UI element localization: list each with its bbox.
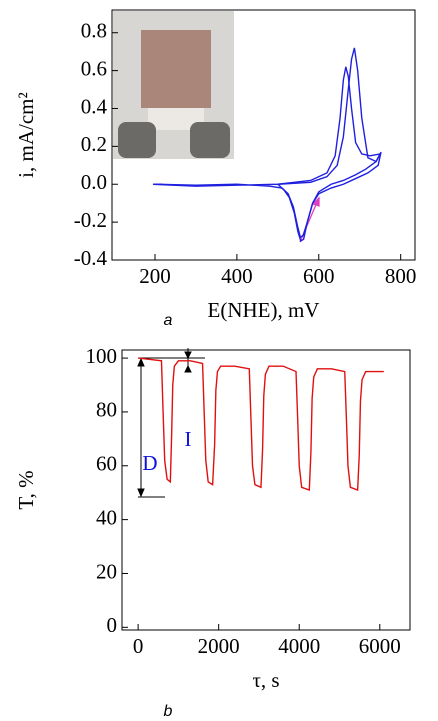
x-tick-label: 4000 xyxy=(278,634,320,658)
x-axis-title: τ, s xyxy=(252,668,279,692)
y-tick-label: 80 xyxy=(96,398,117,422)
caption: a xyxy=(164,312,173,329)
y-tick-label: 0.8 xyxy=(81,19,107,43)
y-tick-label: 0.4 xyxy=(81,94,108,118)
caption: b xyxy=(164,703,173,720)
y-tick-label: 40 xyxy=(96,505,117,529)
y-tick-label: 0 xyxy=(107,613,118,637)
y-tick-label: 0.6 xyxy=(81,56,107,80)
y-tick-label: -0.4 xyxy=(74,246,108,270)
x-tick-label: 0 xyxy=(133,634,144,658)
inset-photo xyxy=(113,11,234,159)
data-line xyxy=(277,66,382,243)
x-tick-label: 6000 xyxy=(359,634,401,658)
plot-frame xyxy=(111,9,416,261)
y-tick-label: 20 xyxy=(96,559,117,583)
plot-frame xyxy=(121,349,411,631)
y-tick-label: 0.2 xyxy=(81,132,107,156)
x-tick-label: 200 xyxy=(139,264,171,288)
data-line xyxy=(138,357,384,491)
annotation: I xyxy=(185,427,192,451)
y-tick-label: 100 xyxy=(86,344,118,368)
y-tick-label: 0.0 xyxy=(81,170,107,194)
x-tick-label: 400 xyxy=(221,264,253,288)
x-axis-title: E(NHE), mV xyxy=(208,298,320,322)
x-tick-label: 2000 xyxy=(198,634,240,658)
y-axis-title: T, % xyxy=(14,470,38,509)
d-i-markers xyxy=(137,348,205,498)
y-tick-label: -0.2 xyxy=(74,208,107,232)
x-tick-label: 800 xyxy=(385,264,417,288)
annotation: D xyxy=(142,451,157,475)
y-tick-label: 60 xyxy=(96,452,117,476)
y-axis-title: i, mA/cm² xyxy=(14,92,38,178)
x-tick-label: 600 xyxy=(303,264,335,288)
